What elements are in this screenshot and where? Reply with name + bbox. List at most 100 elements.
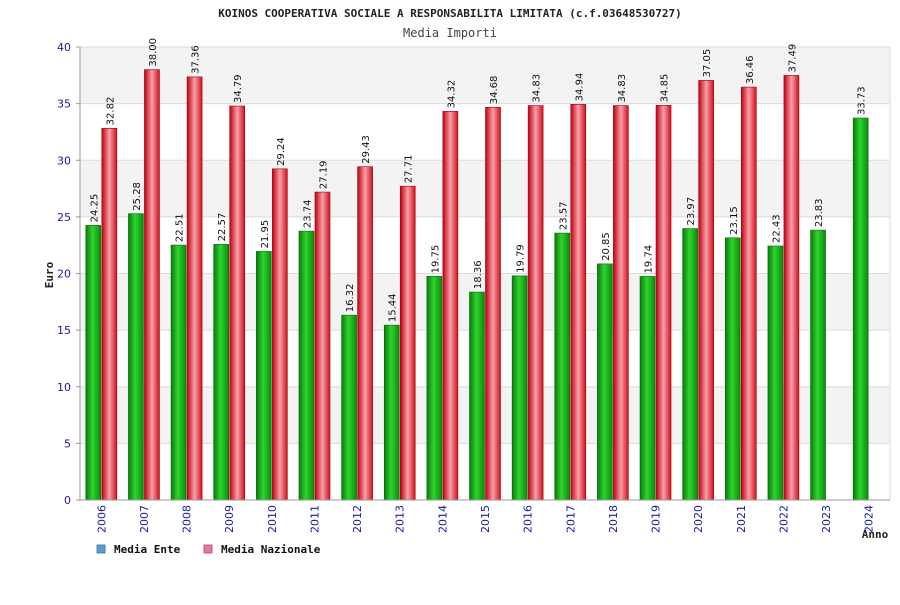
y-tick-label: 5 [64,437,71,450]
bar-media-ente [256,251,272,501]
y-tick-label: 35 [57,98,71,111]
bar-media-ente [810,229,826,501]
bar-value-label: 29.43 [361,135,372,164]
bar-value-label: 19.74 [644,245,655,274]
x-tick-label: 2013 [394,505,407,533]
bar-value-label: 22.43 [771,214,782,243]
bar-value-label: 21.95 [260,220,271,249]
y-tick-label: 30 [57,154,71,167]
bar-media-nazionale [527,105,544,501]
x-tick-label: 2007 [138,505,151,533]
bar-media-nazionale [101,128,118,501]
bar-value-label: 19.75 [430,245,441,274]
bar-value-label: 32.82 [105,97,116,126]
bar-media-ente [469,291,485,501]
bar-value-label: 20.85 [601,232,612,261]
bar-media-ente [298,230,315,501]
bar-value-label: 24.25 [89,194,100,223]
legend-swatch-media-nazionale [203,544,213,554]
y-axis-label: Euro [43,261,56,288]
bar-value-label: 15.44 [388,294,399,323]
bar-media-nazionale [399,185,416,501]
x-tick-label: 2012 [351,505,364,533]
bar-media-ente [511,275,528,501]
bar-media-ente [554,232,571,501]
bar-media-nazionale [144,69,160,501]
bar-media-nazionale [314,191,331,501]
bar-media-nazionale [357,166,373,501]
y-tick-label: 20 [57,268,71,281]
bar-value-label: 34.83 [532,74,543,103]
bar-value-label: 33.73 [857,86,868,115]
bar-value-label: 25.28 [132,182,143,211]
legend-label-media-ente: Media Ente [114,543,181,556]
y-tick-label: 40 [57,41,71,54]
x-tick-label: 2008 [181,505,194,533]
bar-media-ente [128,213,144,501]
x-axis-label: Anno [862,528,889,541]
bar-media-nazionale [613,105,629,501]
bar-media-ente [682,228,698,501]
bar-media-ente [597,263,613,501]
bar-media-nazionale [570,104,587,501]
bar-media-nazionale [783,75,800,501]
x-tick-label: 2006 [95,505,108,533]
y-tick-label: 0 [64,494,71,507]
bar-media-ente [724,237,741,501]
x-tick-label: 2016 [522,505,535,533]
bar-value-label: 18.36 [473,260,484,289]
bar-value-label: 19.79 [516,244,527,273]
bar-value-label: 34.94 [574,73,585,102]
bar-value-label: 37.49 [787,44,798,73]
bar-media-ente [213,244,230,501]
bar-media-ente [170,244,187,501]
bar-media-nazionale [485,106,501,501]
bar-value-label: 34.32 [446,80,457,109]
bar-media-nazionale [229,105,246,501]
bar-value-label: 27.71 [404,155,415,184]
bar-media-nazionale [655,105,672,501]
bar-media-ente [852,117,869,501]
bar-media-nazionale [698,80,714,501]
x-tick-label: 2021 [735,505,748,533]
bar-value-label: 23.57 [558,201,569,230]
y-tick-label: 15 [57,324,71,337]
bar-media-nazionale [272,168,288,501]
bar-value-label: 34.85 [660,74,671,103]
bar-value-label: 34.83 [617,74,628,103]
bar-media-ente [639,276,656,501]
bar-value-label: 37.36 [191,45,202,74]
bar-media-ente [426,276,443,501]
y-tick-label: 10 [57,381,71,394]
x-tick-label: 2015 [479,505,492,533]
bar-media-ente [383,324,400,501]
chart-subtitle: Media Importi [403,26,497,40]
x-tick-label: 2019 [650,505,663,533]
bar-value-label: 22.51 [175,213,186,242]
x-tick-label: 2023 [820,505,833,533]
x-tick-label: 2024 [863,505,876,533]
bar-value-label: 36.46 [745,55,756,84]
x-tick-label: 2010 [266,505,279,533]
bar-media-ente [85,225,102,501]
x-tick-label: 2018 [607,505,620,533]
y-tick-label: 25 [57,211,71,224]
bar-value-label: 23.15 [729,206,740,235]
bar-media-nazionale [186,76,203,501]
bar-media-nazionale [740,86,757,501]
bar-value-label: 23.83 [814,198,825,227]
x-tick-label: 2022 [777,505,790,533]
bar-value-label: 37.05 [702,49,713,78]
bar-value-label: 27.19 [318,160,329,189]
bar-value-label: 38.00 [148,38,159,67]
legend-swatch-media-ente [96,544,106,554]
x-tick-label: 2014 [436,505,449,533]
bar-media-ente [341,314,357,501]
x-tick-label: 2011 [308,505,321,533]
legend: Media Ente Media Nazionale [96,543,321,556]
bar-media-ente [767,245,784,501]
bar-media-nazionale [442,111,459,501]
chart-title: KOINOS COOPERATIVA SOCIALE A RESPONSABIL… [218,7,682,20]
